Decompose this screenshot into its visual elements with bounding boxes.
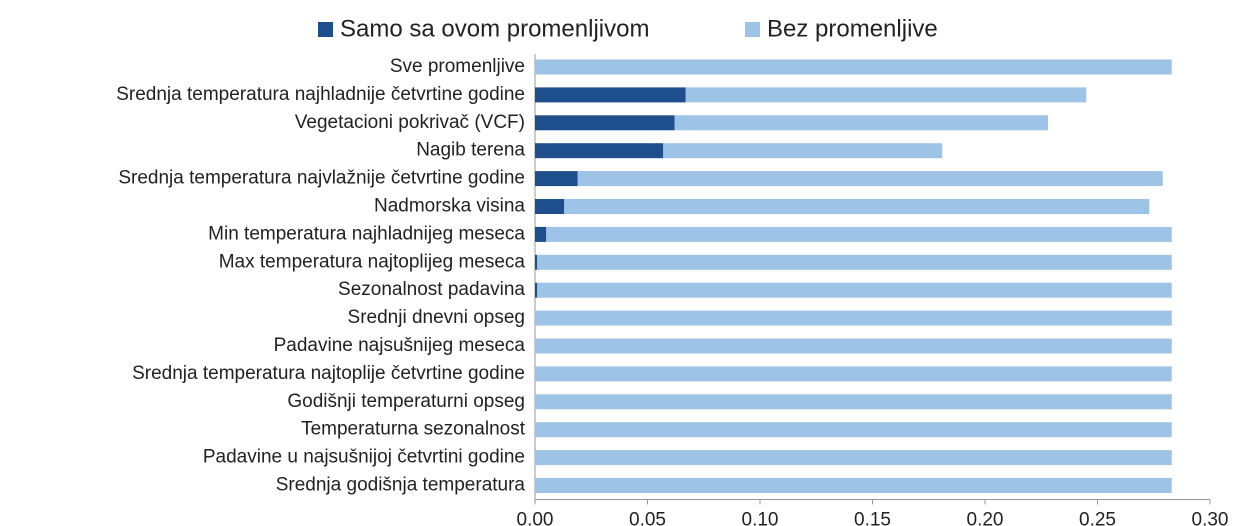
bar-segment — [535, 310, 1172, 326]
x-tick-label: 0.00 — [517, 510, 554, 526]
bar-segment — [535, 394, 1172, 410]
bar-segment — [535, 59, 1172, 75]
legend-swatch — [745, 22, 760, 37]
y-tick-label: Padavine u najsušnijoj četvrtini godine — [203, 447, 525, 468]
legend-label: Bez promenljive — [767, 15, 938, 42]
y-tick-label: Min temperatura najhladnijeg meseca — [208, 223, 525, 244]
bar-segment — [535, 338, 1172, 354]
x-tick-label: 0.10 — [742, 510, 779, 526]
y-tick-label: Srednja temperatura najhladnije četvrtin… — [116, 84, 525, 105]
bar-segment — [537, 254, 1172, 270]
y-tick-label: Srednja temperatura najvlažnije četvrtin… — [118, 168, 525, 189]
bar-segment — [537, 282, 1172, 298]
x-tick-label: 0.15 — [854, 510, 891, 526]
bar-segment — [674, 115, 1048, 131]
x-tick-label: 0.25 — [1079, 510, 1116, 526]
bar-segment — [535, 115, 675, 131]
bar-segment — [535, 199, 565, 214]
y-tick-label: Srednji dnevni opseg — [348, 307, 525, 328]
bar-segment — [535, 143, 664, 159]
bar-segment — [535, 478, 1172, 493]
bar-segment — [535, 226, 547, 242]
bar-segment — [685, 87, 1087, 103]
x-tick-label: 0.20 — [967, 510, 1004, 526]
y-tick-label: Nadmorska visina — [374, 196, 525, 217]
bar-segment — [577, 171, 1163, 187]
x-tick-label: 0.05 — [629, 510, 666, 526]
bar-segment — [535, 366, 1172, 382]
y-tick-label: Godišnji temperaturni opseg — [287, 391, 525, 412]
bar-segment — [535, 254, 538, 270]
bar-segment — [535, 87, 686, 103]
y-tick-label: Sezonalnost padavina — [338, 279, 525, 300]
y-tick-label: Srednja temperatura najtoplije četvrtine… — [132, 363, 525, 384]
y-tick-label: Padavine najsušnijeg meseca — [274, 335, 526, 356]
y-tick-label: Temperaturna sezonalnost — [301, 419, 526, 440]
y-tick-label: Srednja godišnja temperatura — [276, 475, 526, 496]
y-tick-label: Sve promenljive — [390, 56, 525, 77]
bar-segment — [535, 282, 538, 298]
y-tick-label: Vegetacioni pokrivač (VCF) — [295, 112, 525, 133]
bar-segment — [663, 143, 943, 159]
bar-segment — [535, 450, 1172, 466]
y-tick-label: Max temperatura najtoplijeg meseca — [219, 251, 526, 272]
bar-segment — [564, 199, 1150, 214]
legend-swatch — [318, 22, 333, 37]
y-tick-label: Nagib terena — [416, 140, 525, 161]
bar-segment — [535, 422, 1172, 438]
bar-segment — [546, 226, 1172, 242]
legend-label: Samo sa ovom promenljivom — [340, 15, 649, 42]
x-tick-label: 0.30 — [1192, 510, 1229, 526]
bar-segment — [535, 171, 578, 187]
